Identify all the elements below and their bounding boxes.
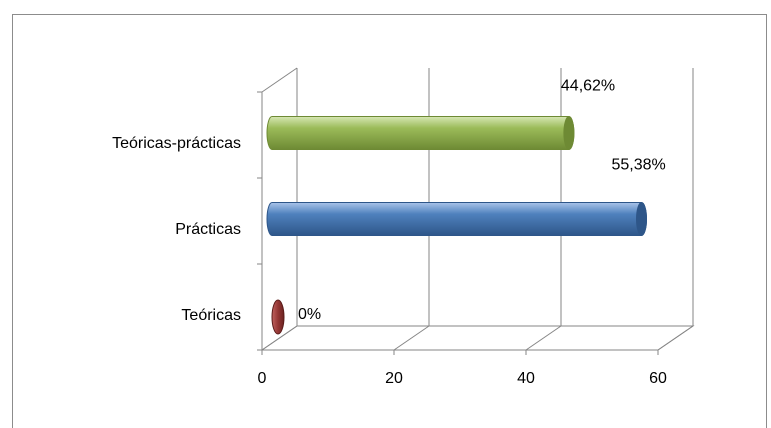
bar-cap — [636, 202, 647, 236]
data-label: 44,62% — [561, 78, 615, 95]
x-tick-label: 60 — [649, 370, 667, 387]
data-label: 0% — [298, 306, 321, 323]
category-label: Teóricas — [181, 307, 241, 324]
x-tick-label: 0 — [258, 370, 267, 387]
x-tick-label: 20 — [385, 370, 403, 387]
gridline-depth — [393, 325, 430, 351]
category-label: Prácticas — [175, 221, 241, 238]
wall-top-edge — [261, 67, 298, 93]
bar-cap — [563, 116, 575, 150]
category-label: Teóricas-prácticas — [112, 135, 241, 152]
x-tick-label: 40 — [517, 370, 535, 387]
floor-edge — [261, 325, 695, 351]
bar — [266, 116, 575, 150]
gridline-depth — [525, 325, 562, 351]
chart-axes — [257, 67, 695, 355]
data-label: 55,38% — [612, 157, 666, 174]
bar — [266, 202, 647, 236]
chart-labels: 0 20 40 60 Teóricas 0% Prácticas 55,38% Teóricas… — [112, 78, 667, 388]
bar — [271, 299, 285, 335]
chart-bars — [266, 116, 647, 335]
gridline-depth — [261, 325, 298, 351]
gridline-depth — [657, 325, 694, 351]
